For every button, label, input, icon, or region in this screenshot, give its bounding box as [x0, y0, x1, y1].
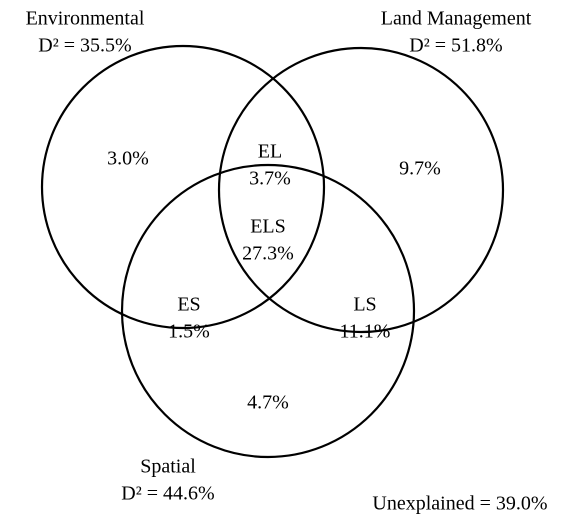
- region-value: 4.7%: [247, 392, 289, 414]
- circle-environmental: [40, 44, 326, 330]
- set-d2: D² = 51.8%: [409, 35, 502, 57]
- region-value: 3.7%: [249, 168, 291, 190]
- region-label: ELS: [250, 216, 286, 238]
- set-d2: D² = 44.6%: [121, 483, 214, 505]
- region-value: 3.0%: [107, 148, 149, 170]
- circle-land-management: [217, 46, 505, 334]
- set-name: Environmental: [26, 8, 145, 30]
- region-label: ES: [177, 294, 200, 316]
- set-name: Spatial: [140, 456, 196, 478]
- circle-spatial: [120, 163, 416, 459]
- region-value: 11.1%: [340, 321, 391, 343]
- region-label: LS: [353, 294, 376, 316]
- unexplained: Unexplained = 39.0%: [372, 493, 547, 515]
- set-d2: D² = 35.5%: [38, 35, 131, 57]
- set-name: Land Management: [381, 8, 532, 30]
- region-value: 1.5%: [168, 321, 210, 343]
- region-label: EL: [258, 141, 282, 163]
- region-value: 27.3%: [242, 243, 294, 265]
- region-value: 9.7%: [399, 158, 441, 180]
